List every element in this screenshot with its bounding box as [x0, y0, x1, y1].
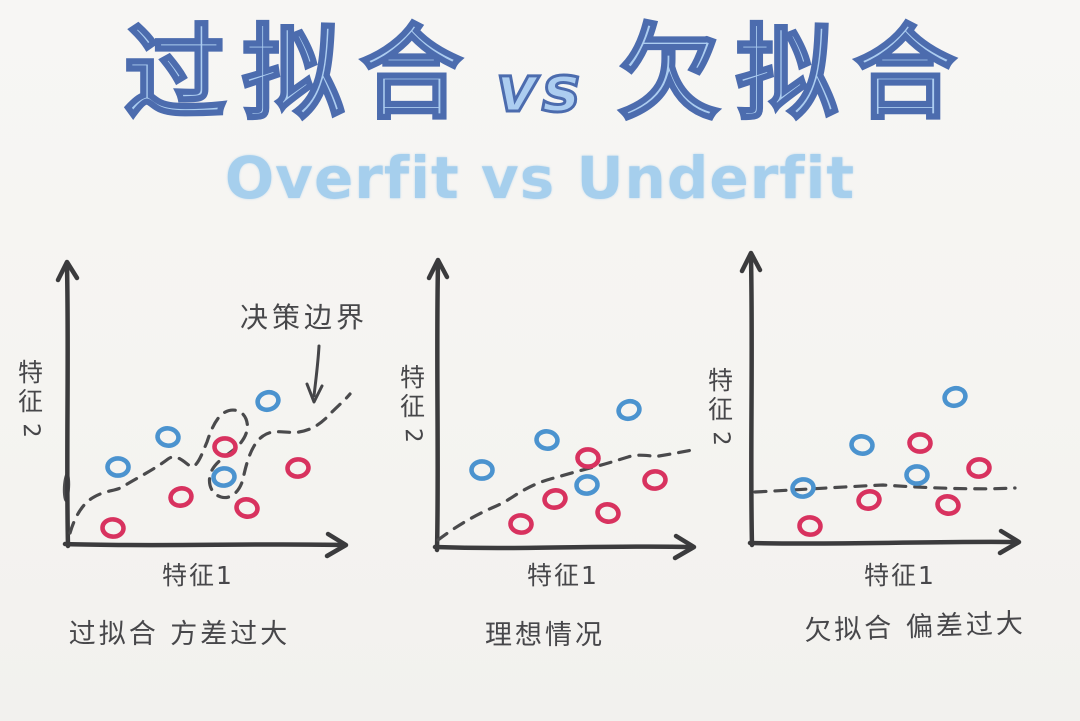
point-red — [168, 486, 194, 508]
point-blue — [211, 466, 237, 488]
y-axis-label-overfit: 特 征 2 — [17, 358, 45, 445]
ylabel-char: 特 — [400, 363, 426, 392]
subtitle: Overfit vs Underfit — [224, 144, 856, 212]
annotation-decision-boundary: 决策边界 — [240, 301, 369, 334]
y-axis-label-ideal: 特 征 2 — [399, 363, 427, 450]
caption-overfit: 过拟合 方差过大 — [68, 619, 291, 650]
x-axis — [432, 544, 693, 551]
point-red — [907, 432, 933, 454]
point-red — [508, 513, 534, 535]
x-axis — [62, 541, 345, 548]
point-red — [234, 497, 260, 519]
point-blue — [942, 385, 968, 409]
scatter-points — [790, 385, 992, 537]
point-red — [935, 494, 961, 516]
y-axis-label-underfit: 特 征 2 — [707, 366, 735, 453]
ink-blob — [62, 472, 71, 502]
point-blue — [255, 389, 281, 413]
point-blue — [790, 477, 816, 499]
x-axis-arrow-icon — [997, 528, 1022, 556]
page-title: 过拟合 vs 欠拟合 — [0, 13, 1080, 136]
point-red — [642, 469, 668, 491]
annotation-arrowhead-icon — [305, 382, 324, 404]
point-blue — [155, 426, 181, 448]
point-blue — [904, 464, 930, 486]
x-axis-label-overfit: 特征1 — [162, 561, 234, 590]
point-red — [575, 447, 601, 469]
x-axis — [747, 539, 1018, 546]
point-red — [100, 517, 126, 539]
point-blue — [616, 398, 642, 422]
annotation-arrow-icon — [312, 344, 321, 398]
title-zh-overfit: 过拟合 — [123, 13, 479, 135]
point-red — [285, 457, 311, 479]
x-axis-label-underfit: 特征1 — [864, 561, 936, 590]
scatter-points — [469, 398, 668, 535]
title-zh-underfit: 欠拟合 — [616, 13, 972, 135]
x-axis-label-ideal: 特征1 — [527, 561, 599, 590]
title-vs: vs — [495, 52, 584, 129]
point-red — [797, 515, 823, 537]
point-red — [856, 489, 882, 511]
point-blue — [574, 474, 600, 496]
ylabel-char: 特 — [708, 366, 734, 395]
ylabel-char: 2 — [707, 430, 735, 447]
ylabel-char: 征 — [708, 395, 734, 424]
x-axis-arrow-icon — [324, 531, 349, 559]
point-red — [542, 488, 568, 510]
y-axis — [748, 254, 755, 548]
chart-ideal — [426, 257, 697, 561]
y-axis-arrow-icon — [55, 259, 80, 283]
ylabel-char: 2 — [399, 427, 427, 444]
caption-ideal: 理想情况 — [485, 620, 605, 651]
point-red — [212, 436, 238, 458]
y-axis-arrow-icon — [426, 257, 450, 281]
decision-boundary-overfit — [68, 392, 352, 535]
point-blue — [849, 434, 875, 456]
caption-underfit: 欠拟合 偏差过大 — [803, 608, 1027, 647]
chart-underfit — [739, 250, 1022, 556]
ylabel-char: 征 — [400, 392, 426, 421]
ylabel-char: 征 — [18, 387, 44, 416]
decision-boundary-underfit — [753, 483, 1017, 494]
y-axis-arrow-icon — [739, 250, 763, 274]
scatter-points — [100, 389, 311, 539]
point-red — [966, 457, 992, 479]
point-red — [595, 502, 621, 524]
decision-boundary-ideal — [436, 448, 694, 542]
ylabel-char: 特 — [18, 358, 44, 387]
y-axis — [64, 263, 71, 549]
point-blue — [534, 429, 560, 451]
x-axis-arrow-icon — [672, 533, 697, 561]
point-blue — [469, 459, 495, 481]
chart-overfit — [55, 259, 352, 559]
ylabel-char: 2 — [17, 422, 45, 439]
y-axis — [434, 261, 441, 553]
point-blue — [105, 456, 131, 478]
